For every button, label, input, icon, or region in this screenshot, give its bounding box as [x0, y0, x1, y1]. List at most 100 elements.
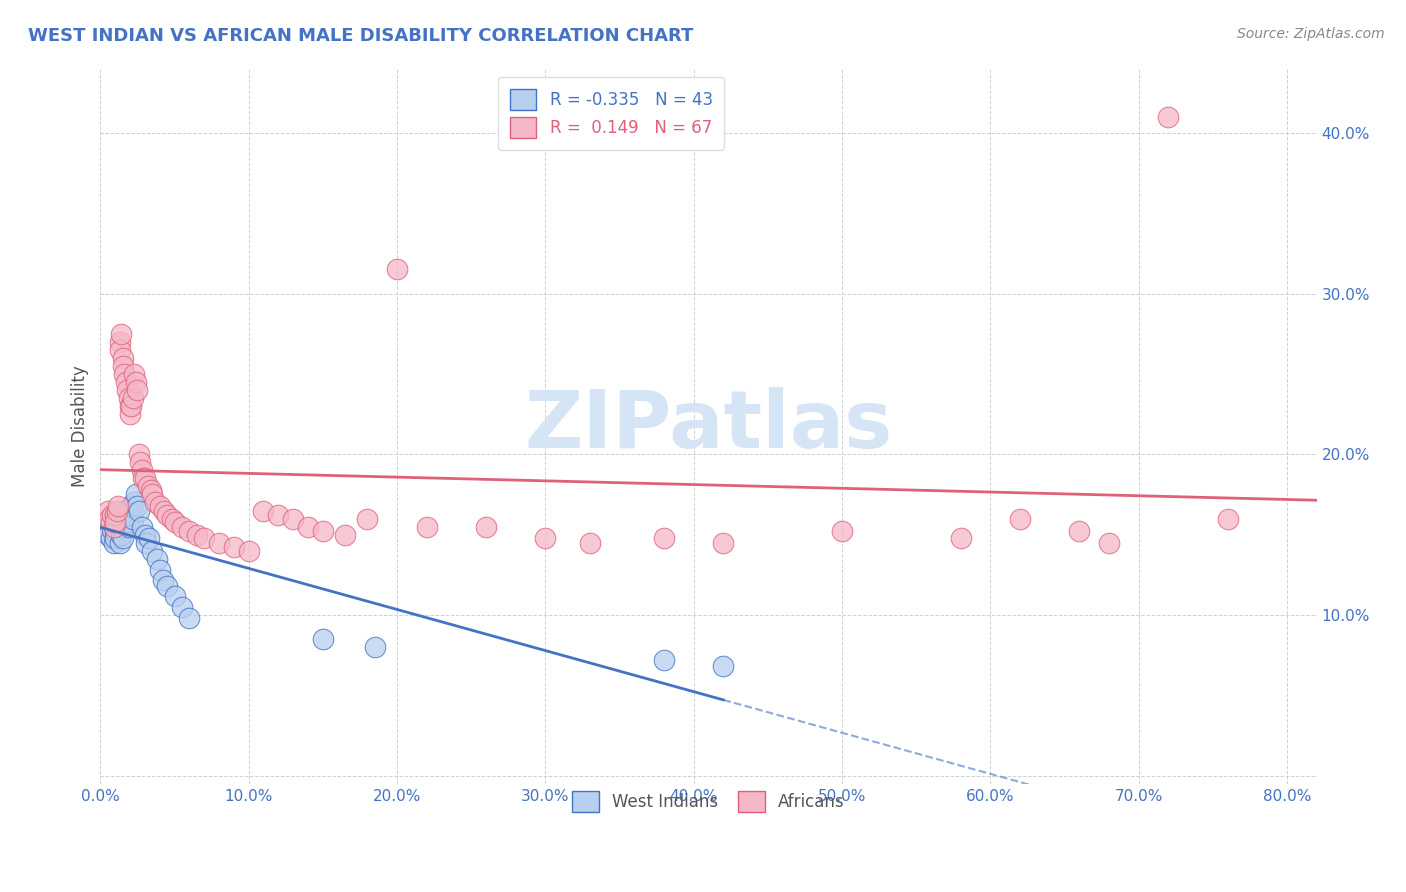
Point [222, 541, 245, 555]
Point [121, 399, 143, 413]
Point [186, 527, 208, 541]
Point [128, 503, 150, 517]
Point [141, 487, 163, 501]
Point [267, 508, 290, 523]
Point [100, 531, 122, 545]
Point [152, 573, 174, 587]
Point [135, 535, 157, 549]
Point [475, 519, 498, 533]
Point [170, 599, 193, 614]
Point [117, 391, 139, 405]
Point [283, 511, 305, 525]
Point [652, 531, 675, 545]
Point [160, 511, 183, 525]
Point [1069, 524, 1091, 539]
Point [105, 503, 128, 517]
Point [153, 503, 176, 517]
Point [179, 524, 201, 539]
Point [129, 455, 152, 469]
Point [111, 351, 134, 365]
Point [121, 499, 143, 513]
Point [103, 535, 125, 549]
Point [312, 632, 335, 646]
Point [149, 499, 172, 513]
Point [108, 343, 131, 357]
Point [122, 511, 145, 525]
Point [138, 531, 160, 545]
Point [652, 653, 675, 667]
Point [333, 527, 356, 541]
Point [100, 515, 122, 529]
Point [101, 523, 124, 537]
Point [179, 611, 201, 625]
Point [108, 535, 131, 549]
Point [122, 391, 145, 405]
Point [208, 535, 231, 549]
Point [114, 375, 136, 389]
Point [112, 503, 135, 517]
Point [149, 563, 172, 577]
Point [131, 463, 153, 477]
Point [108, 511, 131, 525]
Point [356, 511, 378, 525]
Point [125, 487, 148, 501]
Point [141, 543, 163, 558]
Point [107, 515, 129, 529]
Point [831, 524, 853, 539]
Point [949, 531, 972, 545]
Point [1216, 511, 1239, 525]
Point [238, 543, 260, 558]
Point [104, 524, 127, 539]
Point [131, 519, 153, 533]
Point [534, 531, 557, 545]
Point [104, 519, 127, 533]
Point [364, 640, 387, 654]
Point [111, 359, 134, 373]
Y-axis label: Male Disability: Male Disability [72, 365, 89, 487]
Point [110, 326, 132, 341]
Point [104, 508, 127, 523]
Point [110, 527, 132, 541]
Point [1008, 511, 1031, 525]
Point [111, 531, 134, 545]
Point [1157, 110, 1180, 124]
Point [163, 515, 186, 529]
Point [118, 508, 141, 523]
Point [578, 535, 600, 549]
Point [115, 508, 138, 523]
Point [127, 383, 149, 397]
Point [98, 511, 121, 525]
Point [145, 551, 167, 566]
Point [1098, 535, 1121, 549]
Point [111, 519, 134, 533]
Point [163, 589, 186, 603]
Point [193, 531, 215, 545]
Point [711, 659, 734, 673]
Point [134, 527, 156, 541]
Point [107, 499, 129, 513]
Text: ZIPatlas: ZIPatlas [524, 387, 893, 465]
Point [252, 503, 274, 517]
Point [297, 519, 319, 533]
Point [97, 527, 120, 541]
Point [136, 479, 159, 493]
Point [114, 511, 136, 525]
Point [134, 471, 156, 485]
Point [127, 499, 149, 513]
Point [170, 519, 193, 533]
Point [156, 579, 179, 593]
Point [118, 399, 141, 413]
Point [139, 483, 162, 497]
Point [711, 535, 734, 549]
Point [132, 471, 155, 485]
Text: WEST INDIAN VS AFRICAN MALE DISABILITY CORRELATION CHART: WEST INDIAN VS AFRICAN MALE DISABILITY C… [28, 27, 693, 45]
Point [124, 367, 146, 381]
Point [115, 515, 138, 529]
Point [143, 495, 166, 509]
Point [115, 383, 138, 397]
Point [125, 375, 148, 389]
Point [112, 367, 135, 381]
Point [104, 515, 127, 529]
Point [104, 531, 127, 545]
Point [97, 503, 120, 517]
